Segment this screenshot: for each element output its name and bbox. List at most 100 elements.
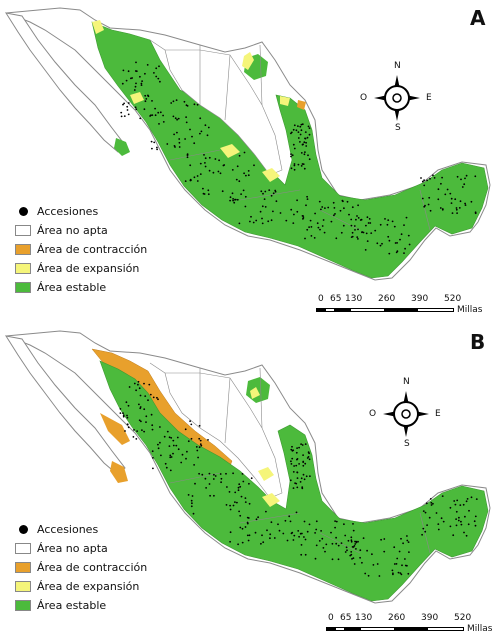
accession-point — [394, 242, 397, 244]
accession-point — [139, 406, 142, 408]
accession-point — [367, 222, 370, 224]
accession-point — [133, 89, 136, 91]
accession-point — [229, 199, 232, 202]
accession-point — [246, 521, 249, 524]
contraction-area — [100, 413, 130, 445]
accession-point — [260, 190, 263, 193]
accession-point — [301, 444, 304, 446]
accession-point — [391, 220, 394, 223]
accession-point — [288, 515, 291, 518]
expansion-area — [242, 52, 254, 70]
accession-point — [155, 75, 158, 78]
accession-point — [457, 519, 460, 522]
accession-point — [198, 437, 201, 440]
accession-point — [422, 510, 425, 512]
accession-point — [126, 423, 129, 426]
accession-point — [396, 557, 399, 560]
accession-point — [406, 539, 409, 542]
accession-point — [429, 209, 432, 212]
accession-point — [184, 428, 187, 431]
accession-point — [421, 180, 424, 183]
accession-point — [241, 541, 244, 544]
accession-point — [255, 219, 258, 222]
accession-point — [231, 192, 234, 195]
accession-point — [337, 558, 340, 561]
accession-point — [289, 479, 292, 482]
accession-point — [344, 551, 347, 553]
accession-point — [152, 396, 155, 399]
accession-point — [292, 128, 295, 131]
accession-point — [350, 218, 353, 221]
accession-point — [470, 496, 473, 499]
accession-point — [134, 85, 137, 88]
scale-tick: 65 — [330, 294, 342, 304]
accession-point — [319, 228, 321, 231]
accession-point — [400, 573, 403, 576]
accession-point — [376, 242, 379, 245]
accession-point — [404, 564, 407, 567]
accession-point — [229, 196, 232, 199]
accession-point — [401, 564, 403, 567]
accession-point — [300, 443, 302, 445]
expansion-area — [262, 493, 280, 507]
accession-point — [452, 534, 455, 537]
accession-point — [353, 563, 356, 565]
accession-point — [292, 487, 295, 489]
accession-point — [464, 202, 466, 205]
accession-point — [295, 464, 298, 467]
accession-point — [151, 424, 154, 427]
accession-point — [308, 458, 311, 461]
accession-point — [229, 531, 232, 534]
accession-point — [144, 100, 147, 103]
legend-label: Área de expansión — [37, 261, 140, 275]
accession-point — [380, 538, 382, 541]
accession-point — [334, 520, 336, 522]
accession-point — [185, 457, 187, 460]
stable-patch-baja — [114, 138, 130, 156]
accession-point — [238, 483, 241, 486]
accession-point — [168, 445, 171, 447]
accession-point — [314, 532, 316, 534]
accession-point — [199, 439, 202, 442]
accession-point — [284, 519, 287, 522]
accession-point — [121, 82, 124, 85]
accession-point — [238, 510, 241, 513]
accession-point — [302, 454, 304, 456]
accession-point — [172, 452, 174, 455]
accession-point — [292, 471, 295, 473]
accession-point — [403, 224, 405, 227]
accession-point — [303, 167, 306, 170]
scale-tick: 65 — [340, 613, 352, 623]
accession-point — [426, 524, 428, 526]
accession-point — [138, 419, 141, 422]
accession-point — [156, 146, 158, 149]
accession-point — [278, 529, 281, 532]
accession-point — [143, 108, 146, 111]
accession-point — [441, 495, 444, 497]
accession-point — [306, 228, 309, 231]
scale-tick: 0 — [328, 613, 334, 623]
accession-point — [332, 201, 335, 204]
expansion-area — [250, 387, 260, 399]
accession-point — [307, 456, 310, 458]
accession-point — [305, 204, 307, 207]
accession-point — [335, 520, 338, 523]
accession-point — [197, 456, 200, 459]
scale-tick: 390 — [421, 613, 439, 623]
accession-dot-icon — [19, 524, 28, 534]
accession-point — [139, 117, 142, 120]
expansion-area — [130, 92, 144, 104]
accession-point — [364, 572, 367, 575]
accession-point — [340, 542, 343, 544]
accession-point — [451, 212, 454, 215]
accession-point — [299, 125, 302, 128]
scale-bar: 0 65 130 260 390 520 Millas — [326, 613, 499, 634]
accession-point — [324, 550, 326, 553]
accession-point — [344, 534, 347, 537]
accession-point — [293, 124, 296, 127]
legend-item-contraction: Área de contracción — [15, 240, 147, 258]
accession-point — [408, 243, 411, 246]
accession-point — [150, 413, 153, 416]
accession-point — [135, 389, 138, 392]
accession-point — [383, 550, 386, 553]
